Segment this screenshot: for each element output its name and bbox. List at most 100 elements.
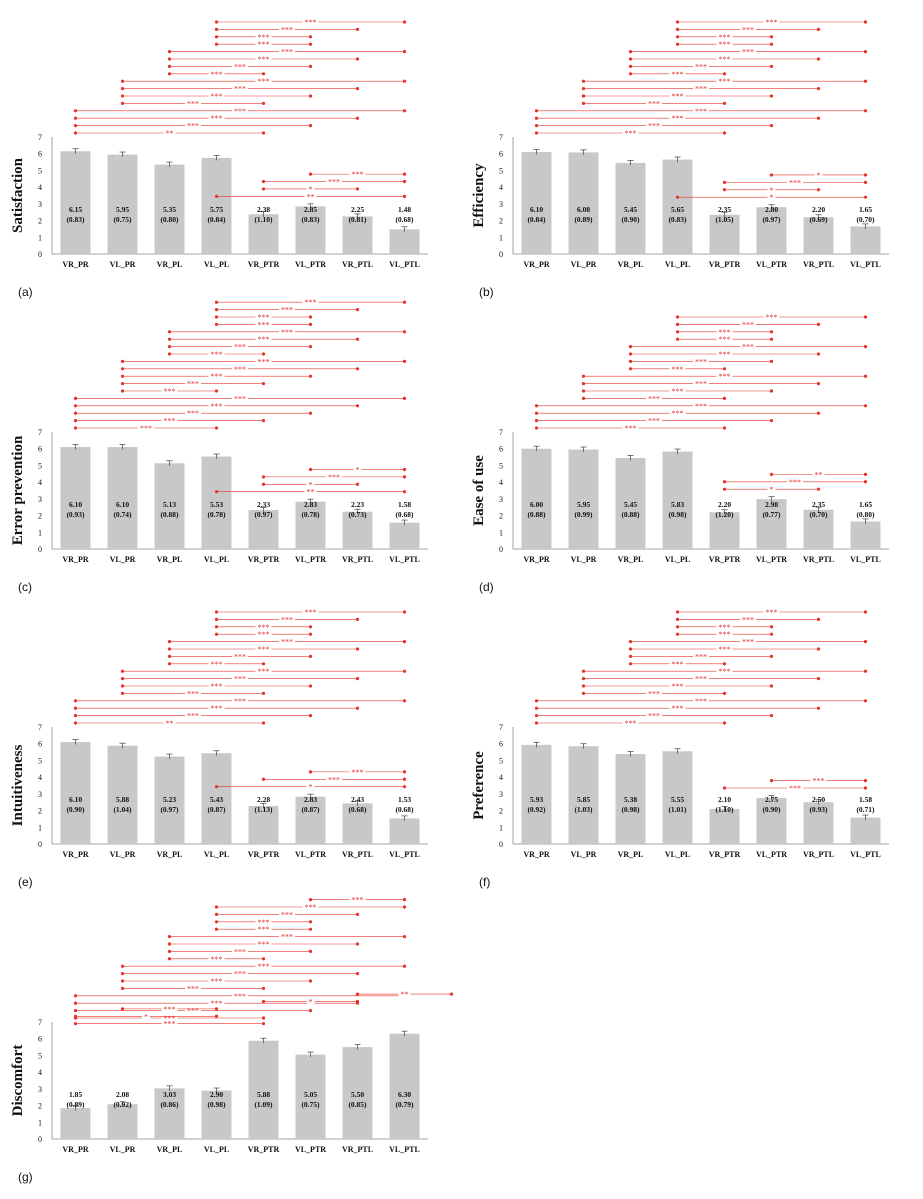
sd-label: (0.78) — [207, 510, 226, 519]
significance-label: *** — [258, 667, 270, 676]
significance-dot — [628, 662, 633, 666]
value-label: 1.65 — [859, 205, 872, 214]
significance-label: *** — [187, 712, 199, 721]
y-tick-label: 3 — [38, 790, 42, 799]
x-tick-label: VR_PL — [618, 850, 644, 859]
significance-dot — [355, 617, 360, 621]
significance-dot — [214, 905, 219, 909]
significance-label: *** — [258, 335, 270, 344]
significance-label: *** — [719, 630, 731, 639]
significance-label: *** — [719, 645, 731, 654]
significance-label-bg — [232, 991, 248, 1000]
sd-label: (0.87) — [207, 805, 226, 814]
significance-label-bg — [138, 424, 154, 432]
x-tick-label: VR_PTR — [709, 260, 741, 269]
x-tick-label: VR_PR — [62, 850, 88, 859]
panel-efficiency: Efficiency 0 1 2 3 4 5 6 7 6.10 (0.84) VR_PR 6.08 (0.… — [461, 0, 921, 310]
significance-label: *** — [258, 55, 270, 64]
x-tick-label: VL_PR — [571, 850, 597, 859]
significance-label: *** — [234, 107, 246, 116]
sd-label: (0.68) — [395, 510, 414, 519]
significance-label-bg — [185, 379, 201, 388]
significance-label-bg — [232, 62, 248, 71]
significance-label: *** — [258, 623, 270, 632]
x-tick-label: VL_PR — [571, 555, 597, 564]
value-label: 2.83 — [304, 500, 317, 509]
significance-label: *** — [211, 70, 223, 79]
significance-dot — [308, 632, 313, 636]
significance-dot — [769, 714, 774, 718]
significance-label: *** — [672, 682, 684, 691]
significance-label-bg — [279, 25, 295, 34]
significance-label: *** — [695, 675, 707, 684]
significance-label: *** — [187, 380, 199, 389]
value-label: 5.95 — [116, 205, 129, 214]
significance-dot — [167, 330, 172, 334]
x-tick-label: VL_PL — [665, 260, 690, 269]
sd-label: (0.85) — [348, 1100, 367, 1109]
significance-dot — [73, 1014, 78, 1018]
significance-label-bg — [693, 84, 709, 93]
significance-label: *** — [211, 999, 223, 1008]
significance-dot — [581, 101, 586, 105]
significance-dot — [308, 467, 313, 472]
significance-dot — [355, 992, 360, 996]
sd-label: (0.93) — [809, 805, 828, 814]
significance-label: *** — [305, 903, 317, 912]
significance-dot — [863, 20, 868, 24]
bar — [521, 152, 552, 254]
significance-label-bg — [208, 999, 225, 1008]
significance-dot — [167, 50, 172, 54]
significance-label-bg — [669, 114, 686, 123]
significance-dot — [534, 116, 539, 120]
bar — [201, 753, 232, 844]
bar — [850, 226, 881, 254]
value-label: 1.58 — [859, 795, 872, 804]
x-tick-label: VR_PTR — [248, 850, 280, 859]
y-tick-label: 1 — [499, 823, 503, 832]
significance-dot — [722, 396, 727, 400]
significance-label: * — [356, 465, 360, 474]
bar — [248, 1040, 279, 1139]
significance-label: *** — [672, 92, 684, 101]
x-tick-label: VR_PTL — [342, 1145, 373, 1154]
significance-dot — [402, 699, 407, 703]
bar — [615, 457, 646, 549]
significance-label: ** — [166, 129, 174, 138]
significance-label-bg — [669, 659, 686, 668]
significance-label-bg — [669, 409, 686, 418]
significance-label-bg — [787, 477, 803, 486]
significance-label-bg — [232, 947, 248, 956]
bar — [850, 817, 881, 844]
significance-label-bg — [255, 962, 272, 971]
significance-label-bg — [279, 615, 295, 624]
y-tick-label: 2 — [38, 807, 42, 816]
y-tick-label: 2 — [38, 512, 42, 521]
significance-dot — [214, 912, 219, 916]
sd-label: (1.05) — [715, 215, 734, 224]
significance-dot — [863, 315, 868, 319]
significance-dot — [308, 42, 313, 46]
value-label: 5.23 — [163, 795, 176, 804]
y-tick-label: 4 — [499, 183, 503, 192]
significance-dot — [167, 957, 172, 961]
sd-label: (0.83) — [66, 215, 85, 224]
significance-label: * — [770, 186, 774, 195]
significance-dot — [261, 662, 266, 666]
value-label: 5.53 — [210, 500, 223, 509]
y-tick-label: 2 — [499, 512, 503, 521]
significance-dot — [769, 419, 774, 423]
significance-dot — [120, 979, 125, 983]
bar — [389, 818, 420, 844]
value-label: 2.50 — [812, 795, 825, 804]
y-tick-label: 7 — [38, 723, 42, 732]
bar — [803, 802, 834, 844]
significance-dot — [534, 109, 539, 113]
significance-label-bg — [326, 775, 342, 784]
y-tick-label: 1 — [499, 528, 503, 537]
significance-label-bg — [208, 114, 225, 123]
significance-label-bg — [208, 350, 225, 358]
panel-label: (d) — [479, 580, 494, 594]
x-tick-label: VL_PR — [110, 260, 136, 269]
significance-label: *** — [789, 178, 801, 187]
